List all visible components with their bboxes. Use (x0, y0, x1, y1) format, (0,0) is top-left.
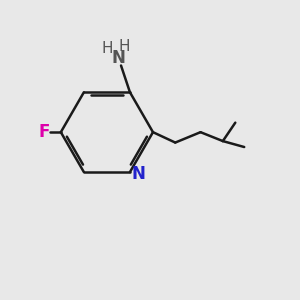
Text: H: H (101, 41, 112, 56)
Text: F: F (39, 123, 50, 141)
Text: N: N (111, 49, 125, 67)
Text: H: H (119, 39, 130, 54)
Text: N: N (131, 165, 145, 183)
